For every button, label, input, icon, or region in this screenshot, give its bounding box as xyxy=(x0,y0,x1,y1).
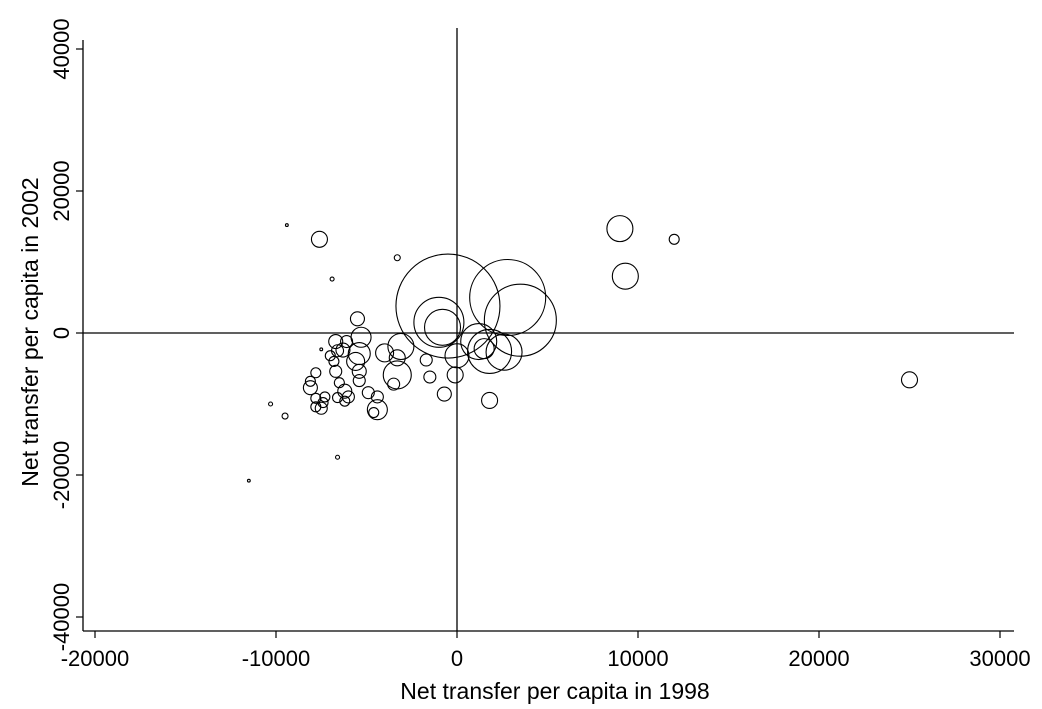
data-point xyxy=(281,412,289,420)
data-point xyxy=(393,254,401,262)
data-point xyxy=(319,391,331,403)
x-tick-label: 0 xyxy=(451,646,463,671)
data-point xyxy=(446,366,464,384)
data-point xyxy=(368,406,380,419)
data-point xyxy=(370,390,384,404)
data-point xyxy=(328,333,344,350)
data-point xyxy=(268,401,274,407)
data-point xyxy=(366,399,388,421)
data-point xyxy=(246,478,251,483)
data-point xyxy=(483,283,557,357)
y-axis: -40000 -20000 0 20000 40000 xyxy=(49,18,83,651)
data-point xyxy=(469,258,547,337)
data-point xyxy=(375,343,395,363)
data-point xyxy=(444,343,470,369)
data-point xyxy=(334,454,341,460)
x-axis: -20000 -10000 0 10000 20000 30000 xyxy=(61,631,1031,671)
data-point xyxy=(310,401,322,413)
y-tick-label: 20000 xyxy=(49,160,74,221)
data-point xyxy=(473,338,495,360)
data-point xyxy=(436,386,452,402)
data-point xyxy=(606,215,634,243)
data-point xyxy=(419,353,433,367)
data-point xyxy=(668,233,680,245)
data-point xyxy=(481,391,499,410)
data-point xyxy=(395,253,501,359)
data-point xyxy=(467,328,513,375)
data-point xyxy=(331,392,344,404)
x-tick-label: 30000 xyxy=(969,646,1030,671)
y-tick-label: 0 xyxy=(49,327,74,339)
y-tick-label: -20000 xyxy=(49,441,74,510)
data-point xyxy=(339,395,351,407)
data-point xyxy=(284,223,289,228)
data-point xyxy=(346,351,366,371)
data-point xyxy=(387,332,415,361)
data-point xyxy=(349,311,366,327)
x-tick-label: -20000 xyxy=(61,646,130,671)
plot-frame xyxy=(82,40,1014,632)
data-point xyxy=(329,364,343,378)
data-point xyxy=(413,296,465,348)
data-point xyxy=(304,375,316,387)
data-point xyxy=(319,347,324,352)
data-point xyxy=(351,363,367,379)
data-point xyxy=(460,322,498,361)
y-tick-label: -40000 xyxy=(49,583,74,652)
reference-lines xyxy=(83,28,1014,631)
data-point xyxy=(328,355,340,367)
data-point xyxy=(337,383,353,399)
data-point xyxy=(314,401,328,415)
data-point xyxy=(423,308,462,346)
y-tick-label: 40000 xyxy=(49,18,74,79)
data-point xyxy=(340,334,354,349)
x-tick-label: 10000 xyxy=(607,646,668,671)
x-tick-label: -10000 xyxy=(242,646,311,671)
data-point xyxy=(310,392,322,404)
data-point xyxy=(388,349,406,367)
data-point xyxy=(329,276,335,282)
y-axis-title: Net transfer per capita in 2002 xyxy=(17,177,43,486)
x-axis-title: Net transfer per capita in 1998 xyxy=(400,678,709,704)
data-point xyxy=(310,367,322,379)
data-point xyxy=(900,371,919,389)
data-points xyxy=(246,215,919,483)
data-point xyxy=(611,262,639,290)
data-point xyxy=(361,386,375,400)
data-point xyxy=(485,333,523,371)
data-point xyxy=(310,230,328,248)
data-point xyxy=(302,380,318,396)
x-tick-label: 20000 xyxy=(788,646,849,671)
data-point xyxy=(387,377,401,391)
data-point xyxy=(324,350,336,362)
data-point xyxy=(352,374,366,388)
data-point xyxy=(423,370,437,384)
